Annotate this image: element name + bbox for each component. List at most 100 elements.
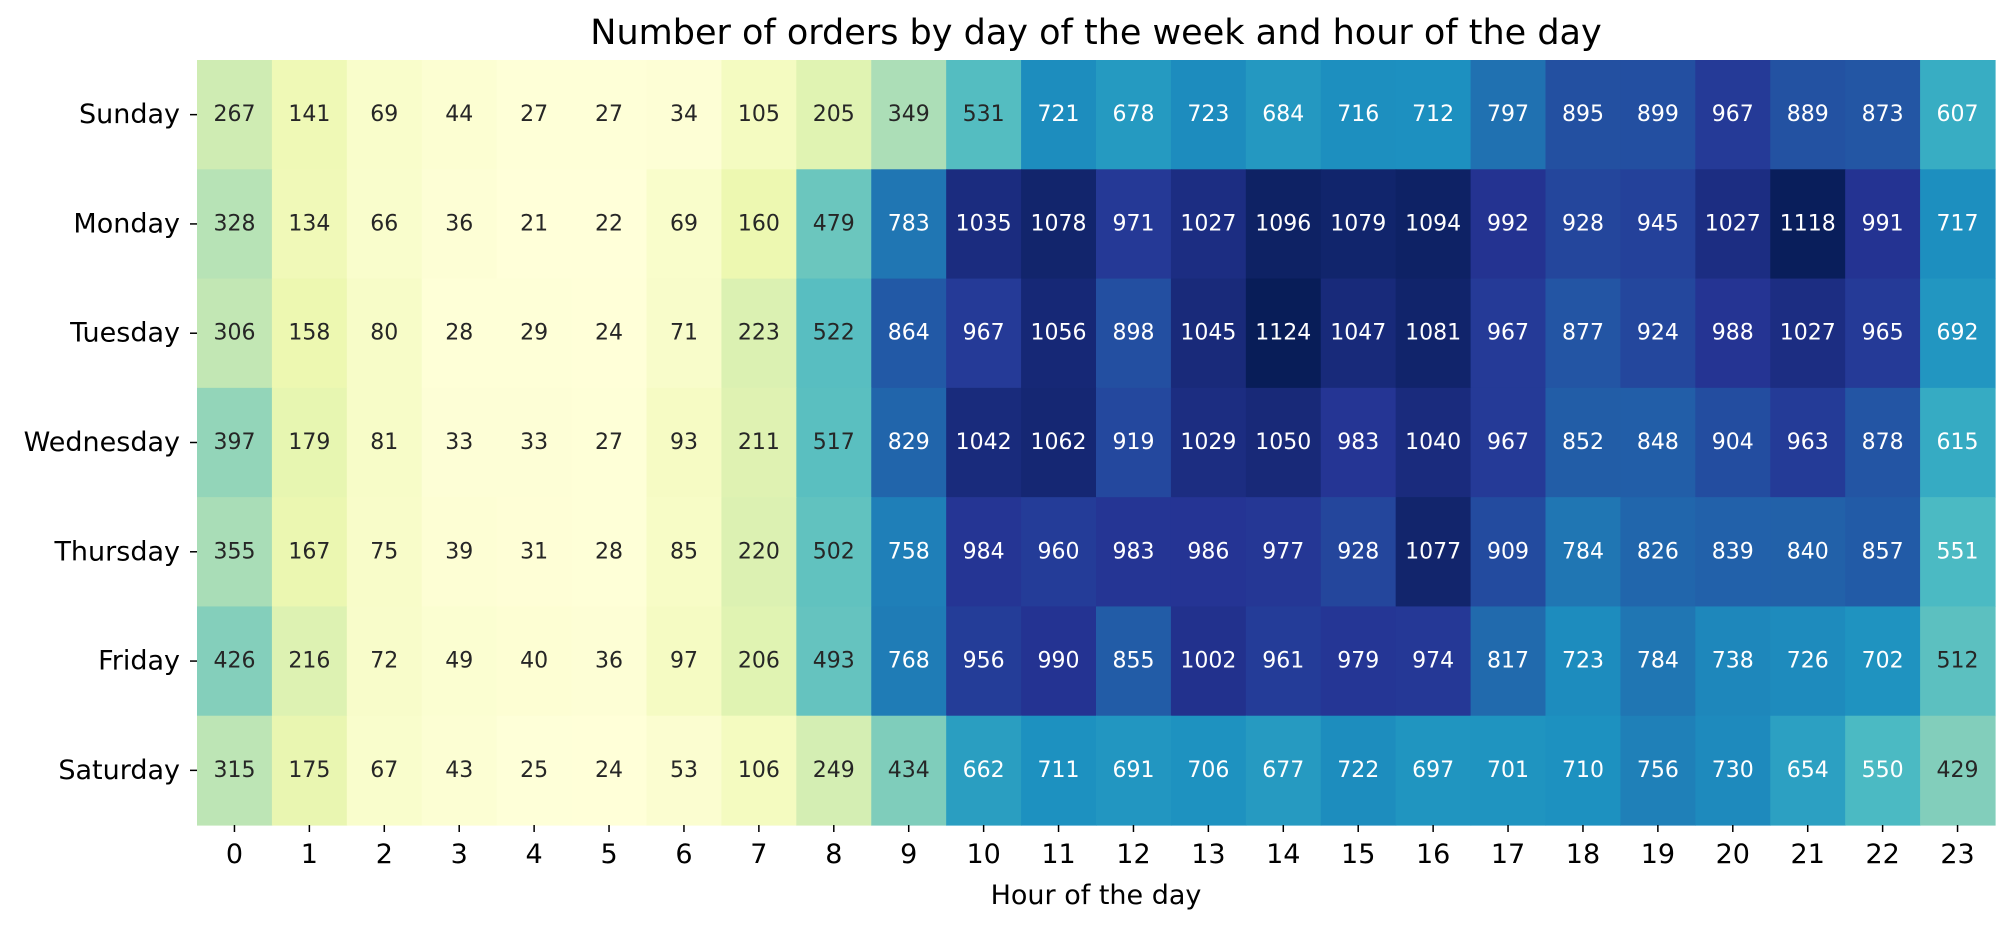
heatmap-cell bbox=[646, 278, 723, 389]
heatmap-cell bbox=[496, 606, 573, 717]
heatmap-cell bbox=[1770, 169, 1846, 280]
heatmap-cell bbox=[1320, 715, 1397, 826]
heatmap-cell-value: 855 bbox=[1112, 649, 1154, 674]
x-tick-label: 12 bbox=[1116, 839, 1150, 870]
heatmap-cell bbox=[1021, 606, 1097, 717]
heatmap-cell-value: 211 bbox=[738, 430, 780, 455]
heatmap-cell-value: 684 bbox=[1262, 102, 1304, 127]
heatmap-cell-value: 81 bbox=[370, 430, 398, 455]
heatmap-cell-value: 758 bbox=[888, 539, 930, 564]
heatmap-cell-value: 967 bbox=[1487, 430, 1529, 455]
heatmap-cell-value: 984 bbox=[963, 539, 1005, 564]
heatmap-cell bbox=[1245, 606, 1322, 717]
heatmap-cell-value: 986 bbox=[1187, 539, 1229, 564]
heatmap-cell bbox=[1395, 387, 1472, 498]
heatmap-cell bbox=[571, 169, 648, 280]
heatmap-cell-value: 66 bbox=[370, 211, 398, 236]
heatmap-cell bbox=[1620, 169, 1696, 280]
heatmap-cell-value: 522 bbox=[813, 321, 855, 346]
heatmap-cell-value: 1042 bbox=[956, 430, 1012, 455]
heatmap-cell-value: 1050 bbox=[1255, 430, 1311, 455]
heatmap-cell bbox=[571, 606, 648, 717]
heatmap-cell bbox=[197, 715, 273, 826]
heatmap-cell bbox=[271, 387, 348, 498]
heatmap-cell-value: 873 bbox=[1862, 102, 1904, 127]
x-tick-label: 23 bbox=[1940, 839, 1974, 870]
x-tick-label: 21 bbox=[1791, 839, 1825, 870]
heatmap-cell-value: 1002 bbox=[1180, 649, 1236, 674]
heatmap-cell-value: 24 bbox=[595, 321, 623, 346]
heatmap-cell-value: 1035 bbox=[956, 211, 1012, 236]
heatmap-cell bbox=[721, 387, 797, 498]
heatmap-cell bbox=[1545, 715, 1622, 826]
heatmap-cell bbox=[1170, 715, 1247, 826]
heatmap-cell-value: 919 bbox=[1112, 430, 1154, 455]
heatmap-cell-value: 175 bbox=[288, 758, 330, 783]
heatmap-cell bbox=[1096, 497, 1172, 608]
heatmap-cell-value: 768 bbox=[888, 649, 930, 674]
heatmap-cell bbox=[1545, 60, 1622, 170]
heatmap-cell bbox=[421, 169, 498, 280]
heatmap-cell-value: 723 bbox=[1187, 102, 1229, 127]
x-tick-label: 5 bbox=[600, 839, 617, 870]
x-tick-label: 18 bbox=[1566, 839, 1600, 870]
heatmap-cell-value: 963 bbox=[1787, 430, 1829, 455]
heatmap-cell bbox=[571, 278, 648, 389]
heatmap-cell bbox=[571, 497, 648, 608]
heatmap-cell bbox=[1620, 497, 1696, 608]
heatmap-cell-value: 723 bbox=[1562, 649, 1604, 674]
heatmap-cell bbox=[271, 169, 348, 280]
y-tick-label: Sunday bbox=[79, 99, 180, 130]
heatmap-cell-value: 429 bbox=[1937, 758, 1979, 783]
heatmap-cell-value: 31 bbox=[520, 539, 548, 564]
heatmap-cell-value: 49 bbox=[445, 649, 473, 674]
heatmap-cell bbox=[721, 606, 797, 717]
x-tick-label: 6 bbox=[675, 839, 692, 870]
heatmap-cell-value: 967 bbox=[963, 321, 1005, 346]
heatmap-cell-value: 889 bbox=[1787, 102, 1829, 127]
heatmap-cell bbox=[1470, 497, 1547, 608]
heatmap-cell bbox=[871, 497, 947, 608]
heatmap-cell-value: 990 bbox=[1038, 649, 1080, 674]
heatmap-cell-value: 69 bbox=[370, 102, 398, 127]
heatmap-cell-value: 691 bbox=[1112, 758, 1154, 783]
heatmap-cell bbox=[1320, 387, 1397, 498]
heatmap-cell-value: 1027 bbox=[1780, 321, 1836, 346]
heatmap-cell bbox=[1320, 60, 1397, 170]
heatmap-cell bbox=[1770, 278, 1846, 389]
heatmap-cell-value: 797 bbox=[1487, 102, 1529, 127]
heatmap-cell-value: 678 bbox=[1112, 102, 1154, 127]
heatmap-cell-value: 904 bbox=[1712, 430, 1754, 455]
heatmap-cell bbox=[796, 497, 872, 608]
heatmap-cell bbox=[421, 60, 498, 170]
heatmap-cell-value: 40 bbox=[520, 649, 548, 674]
y-tick-label: Wednesday bbox=[24, 427, 180, 458]
heatmap-cell-value: 784 bbox=[1637, 649, 1679, 674]
heatmap-cell-value: 738 bbox=[1712, 649, 1754, 674]
x-tick-label: 15 bbox=[1341, 839, 1375, 870]
heatmap-cell-value: 1124 bbox=[1255, 321, 1311, 346]
heatmap-cell-value: 75 bbox=[370, 539, 398, 564]
heatmap-cell-value: 27 bbox=[595, 102, 623, 127]
heatmap-cell bbox=[1770, 497, 1846, 608]
heatmap-cell-value: 692 bbox=[1937, 321, 1979, 346]
heatmap-cell bbox=[1845, 715, 1921, 826]
heatmap-cell-value: 701 bbox=[1487, 758, 1529, 783]
heatmap-cell-value: 1045 bbox=[1180, 321, 1236, 346]
heatmap-cell bbox=[1695, 60, 1771, 170]
heatmap-cell-value: 69 bbox=[670, 211, 698, 236]
heatmap-cell bbox=[1395, 169, 1472, 280]
heatmap-cell bbox=[1021, 278, 1097, 389]
heatmap-cell-value: 512 bbox=[1937, 649, 1979, 674]
heatmap-cell-value: 216 bbox=[288, 649, 330, 674]
heatmap-cell bbox=[1845, 387, 1921, 498]
heatmap-cell-value: 654 bbox=[1787, 758, 1829, 783]
heatmap-cell-value: 328 bbox=[213, 211, 255, 236]
heatmap-cell bbox=[796, 278, 872, 389]
heatmap-cell bbox=[946, 497, 1022, 608]
heatmap-cell-value: 36 bbox=[595, 649, 623, 674]
heatmap-cell-value: 1079 bbox=[1330, 211, 1386, 236]
heatmap-cell bbox=[1770, 60, 1846, 170]
heatmap-cell bbox=[796, 606, 872, 717]
heatmap-cell bbox=[421, 606, 498, 717]
